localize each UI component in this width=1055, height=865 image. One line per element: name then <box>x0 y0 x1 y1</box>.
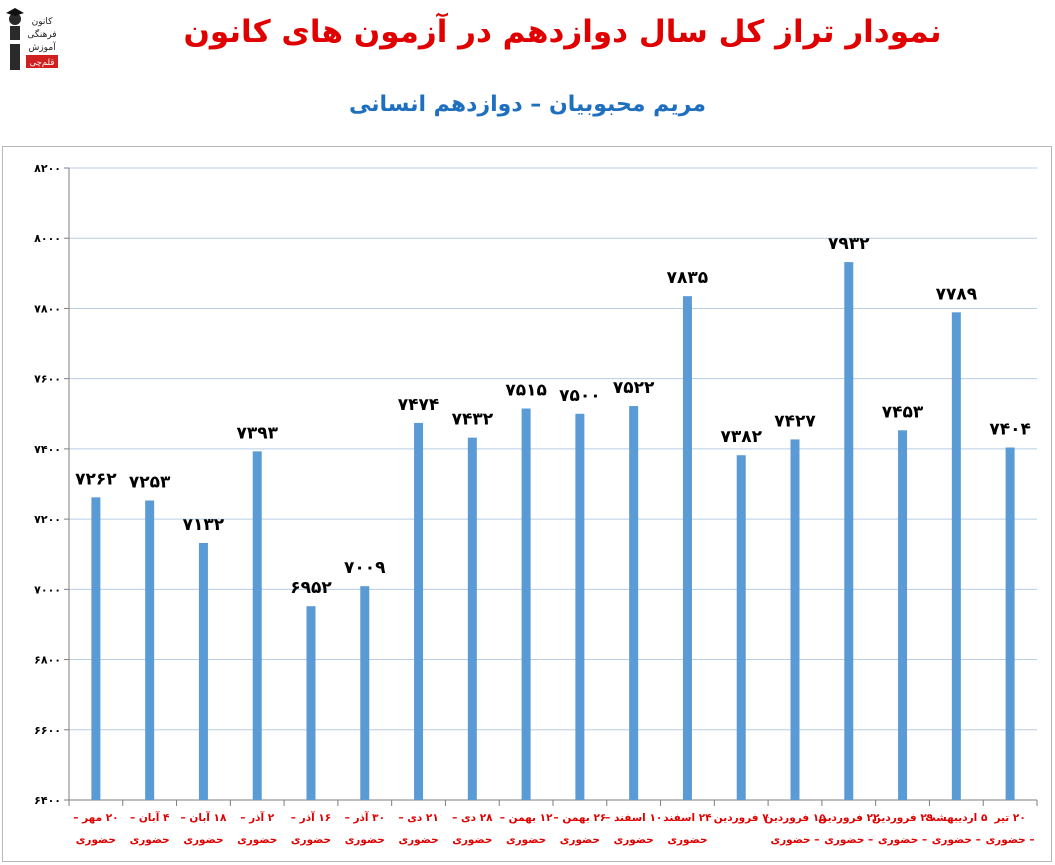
x-tick-label: ۱۵ فروردین <box>764 812 826 824</box>
x-tick-label: ۲۰ تیر <box>993 812 1025 824</box>
data-label: ۷۹۳۲ <box>828 234 870 254</box>
x-tick-label: حضوری <box>345 834 385 846</box>
logo-figure-body <box>10 26 20 70</box>
data-label: ۶۹۵۲ <box>290 578 332 598</box>
x-tick-label: حضوری <box>506 834 546 846</box>
logo-text-line: کانون <box>32 17 54 27</box>
data-label: ۷۲۶۲ <box>75 469 117 489</box>
bar <box>306 606 316 800</box>
data-label: ۷۳۸۲ <box>720 427 762 447</box>
y-tick-label: ۷۲۰۰ <box>34 513 61 526</box>
x-tick-label: ۷ فروردین <box>714 812 769 824</box>
x-tick-label: ۱۲ بهمن – <box>500 812 553 824</box>
x-tick-label: حضوری <box>183 834 223 846</box>
bar <box>629 406 639 800</box>
data-label: ۷۱۳۲ <box>183 515 225 535</box>
logo-text-line: قلم‌چی <box>30 58 55 68</box>
bar <box>145 500 155 800</box>
logo-figure-stripe <box>8 40 22 44</box>
x-tick-label: ۳۰ آذر – <box>345 811 385 824</box>
y-tick-label: ۷۶۰۰ <box>34 373 61 386</box>
x-tick-label: ۱۶ آذر – <box>291 811 331 824</box>
data-label: ۷۴۳۲ <box>452 410 494 430</box>
bar <box>360 586 370 800</box>
data-label: ۷۰۰۹ <box>344 558 386 578</box>
y-tick-label: ۷۸۰۰ <box>34 302 61 315</box>
bar-chart: ۶۴۰۰ ۶۶۰۰ ۶۸۰۰ ۷۰۰۰ ۷۲۰۰ ۷۴۰۰ ۷۶۰۰ ۷۸۰۰ ۸۰۰۰ ۸۲۰۰… <box>34 162 1038 846</box>
x-tick-label: حضوری <box>560 834 600 846</box>
bar <box>575 413 585 800</box>
x-tick-label: ۲۸ دی – <box>452 812 493 824</box>
x-tick-label: حضوری <box>614 834 654 846</box>
chart-subtitle: مریم محبوبیان – دوازدهم انسانی <box>349 92 706 117</box>
x-tick-label: ۵ اردیبهشت <box>925 812 988 824</box>
data-label: ۷۴۷۴ <box>398 395 440 415</box>
data-label: ۷۳۹۳ <box>236 423 278 443</box>
kanoon-logo: کانون فرهنگی آموزش قلم‌چی <box>6 4 62 76</box>
bar <box>790 439 800 800</box>
x-tick-label: حضوری <box>398 834 438 846</box>
x-tick-label: ۴ آبان – <box>130 811 170 824</box>
x-tick-label: – حضوری <box>878 834 927 846</box>
x-tick-label: – حضوری <box>824 834 873 846</box>
y-tick-label: ۸۰۰۰ <box>34 232 61 245</box>
data-label: ۷۴۰۴ <box>989 419 1031 439</box>
x-tick-label: – حضوری <box>986 834 1035 846</box>
y-tick-label: ۷۴۰۰ <box>34 443 61 456</box>
bar <box>682 296 692 800</box>
bar <box>252 451 262 800</box>
data-label: ۷۵۲۲ <box>613 378 655 398</box>
data-label: ۷۴۵۳ <box>882 402 924 422</box>
bar <box>1005 447 1015 800</box>
logo-text-line: آموزش <box>28 41 56 53</box>
x-tick-label: حضوری <box>452 834 492 846</box>
data-label: ۷۴۲۷ <box>774 411 816 431</box>
logo-red-badge <box>26 55 58 68</box>
bar <box>736 455 746 800</box>
bar <box>467 437 477 800</box>
x-tick-label: حضوری <box>667 834 707 846</box>
logo-cap <box>6 8 24 16</box>
logo-figure-head <box>9 13 21 25</box>
y-tick-label: ۶۸۰۰ <box>34 654 61 667</box>
bar <box>844 262 854 800</box>
x-tick-label: ۲۰ مهر – <box>73 812 118 824</box>
x-tick-label: ۲۱ دی – <box>398 812 438 824</box>
data-label: ۷۲۵۳ <box>129 473 171 493</box>
y-tick-label: ۸۲۰۰ <box>34 162 61 175</box>
x-tick-label: ۲۶ بهمن – <box>554 812 607 824</box>
y-tick-label: ۶۴۰۰ <box>34 794 61 807</box>
bar <box>414 422 424 800</box>
x-tick-label: حضوری <box>237 834 277 846</box>
graduate-figure-icon: کانون فرهنگی آموزش قلم‌چی <box>6 8 58 70</box>
x-tick-label: – حضوری <box>770 834 819 846</box>
chart-area: ۶۴۰۰ ۶۶۰۰ ۶۸۰۰ ۷۰۰۰ ۷۲۰۰ ۷۴۰۰ ۷۶۰۰ ۷۸۰۰ ۸۰۰۰ ۸۲۰۰… <box>2 146 1052 862</box>
x-tick-label: ۲۲ فروردین <box>818 812 880 824</box>
data-label: ۷۷۸۹ <box>936 284 978 304</box>
data-label: ۷۵۱۵ <box>505 381 547 401</box>
x-tick-label: ۱۰ اسفند – <box>605 812 662 824</box>
x-tick-label: ۲ آذر – <box>240 811 275 824</box>
bar <box>91 497 101 800</box>
bar <box>521 408 531 800</box>
chart-title: نمودار تراز کل سال دوازدهم در آزمون های … <box>183 14 942 50</box>
y-tick-label: ۷۰۰۰ <box>34 583 61 596</box>
x-tick-label: حضوری <box>291 834 331 846</box>
y-tick-label: ۶۶۰۰ <box>34 724 61 737</box>
logo-text-line: فرهنگی <box>27 28 56 40</box>
x-tick-label: ۲۹ فروردین <box>872 812 934 824</box>
bar <box>898 430 908 800</box>
x-tick-label: ۱۸ آبان – <box>181 811 227 824</box>
data-label: ۷۸۳۵ <box>667 268 709 288</box>
bar <box>951 312 961 800</box>
x-tick-label: حضوری <box>130 834 170 846</box>
x-tick-label: – حضوری <box>932 834 981 846</box>
x-tick-label: ۲۴ اسفند <box>663 812 712 824</box>
x-tick-label: حضوری <box>76 834 116 846</box>
data-label: ۷۵۰۰ <box>559 386 601 406</box>
bar <box>198 542 208 800</box>
